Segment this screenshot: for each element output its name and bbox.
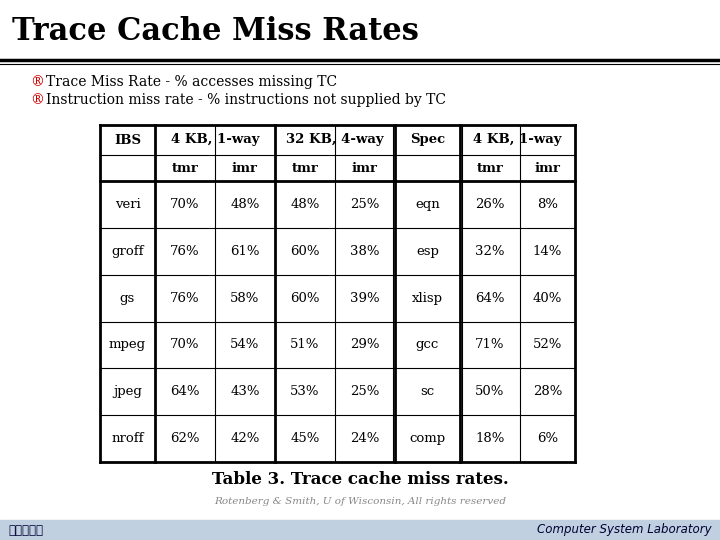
Text: 40%: 40% <box>533 292 562 305</box>
Text: 6%: 6% <box>537 432 558 445</box>
Text: 43%: 43% <box>230 385 260 399</box>
Text: eqn: eqn <box>415 198 440 211</box>
Text: 25%: 25% <box>351 198 379 211</box>
Text: 14%: 14% <box>533 245 562 258</box>
Text: Instruction miss rate - % instructions not supplied by TC: Instruction miss rate - % instructions n… <box>46 93 446 107</box>
Text: 64%: 64% <box>170 385 199 399</box>
Text: 52%: 52% <box>533 339 562 352</box>
Text: veri: veri <box>114 198 140 211</box>
Text: 54%: 54% <box>230 339 260 352</box>
Text: 26%: 26% <box>475 198 505 211</box>
Text: Trace Miss Rate - % accesses missing TC: Trace Miss Rate - % accesses missing TC <box>46 75 337 89</box>
Text: 60%: 60% <box>290 245 320 258</box>
Text: tmr: tmr <box>477 161 503 174</box>
Text: 25%: 25% <box>351 385 379 399</box>
Text: 70%: 70% <box>170 339 199 352</box>
Text: 4 KB, 1-way: 4 KB, 1-way <box>171 133 259 146</box>
Text: xlisp: xlisp <box>412 292 443 305</box>
Text: groff: groff <box>112 245 144 258</box>
Text: 76%: 76% <box>170 292 200 305</box>
Text: 71%: 71% <box>475 339 505 352</box>
Text: gs: gs <box>120 292 135 305</box>
Text: mpeg: mpeg <box>109 339 146 352</box>
Text: imr: imr <box>232 161 258 174</box>
Text: 61%: 61% <box>230 245 260 258</box>
Text: 4 KB, 1-way: 4 KB, 1-way <box>473 133 562 146</box>
Text: 38%: 38% <box>350 245 379 258</box>
Text: 39%: 39% <box>350 292 380 305</box>
Text: esp: esp <box>416 245 439 258</box>
Text: Spec: Spec <box>410 133 445 146</box>
Text: 32%: 32% <box>475 245 505 258</box>
Text: 高麗大學校: 高麗大學校 <box>8 523 43 537</box>
Text: 24%: 24% <box>351 432 379 445</box>
Text: 51%: 51% <box>290 339 320 352</box>
Text: Table 3. Trace cache miss rates.: Table 3. Trace cache miss rates. <box>212 471 508 489</box>
Text: 42%: 42% <box>230 432 260 445</box>
Text: gcc: gcc <box>416 339 439 352</box>
Text: IBS: IBS <box>114 133 141 146</box>
Text: 8%: 8% <box>537 198 558 211</box>
Text: sc: sc <box>420 385 435 399</box>
Text: 62%: 62% <box>170 432 199 445</box>
Text: 53%: 53% <box>290 385 320 399</box>
Text: nroff: nroff <box>112 432 144 445</box>
Bar <box>0 520 720 540</box>
Text: ®: ® <box>30 75 44 89</box>
Text: 28%: 28% <box>533 385 562 399</box>
Text: 45%: 45% <box>290 432 320 445</box>
Text: 60%: 60% <box>290 292 320 305</box>
Text: 70%: 70% <box>170 198 199 211</box>
Text: 18%: 18% <box>475 432 505 445</box>
Text: 76%: 76% <box>170 245 200 258</box>
Text: Computer System Laboratory: Computer System Laboratory <box>537 523 712 537</box>
Text: Trace Cache Miss Rates: Trace Cache Miss Rates <box>12 17 419 48</box>
Text: 48%: 48% <box>230 198 260 211</box>
Text: comp: comp <box>410 432 446 445</box>
Text: 50%: 50% <box>475 385 505 399</box>
Text: imr: imr <box>352 161 378 174</box>
Text: tmr: tmr <box>292 161 318 174</box>
Text: tmr: tmr <box>171 161 199 174</box>
Text: imr: imr <box>534 161 560 174</box>
Text: 58%: 58% <box>230 292 260 305</box>
Text: ®: ® <box>30 93 44 107</box>
Text: 64%: 64% <box>475 292 505 305</box>
Text: 29%: 29% <box>350 339 379 352</box>
Text: Rotenberg & Smith, U of Wisconsin, All rights reserved: Rotenberg & Smith, U of Wisconsin, All r… <box>214 497 506 507</box>
Text: jpeg: jpeg <box>113 385 142 399</box>
Text: 32 KB, 4-way: 32 KB, 4-way <box>286 133 384 146</box>
Text: 48%: 48% <box>290 198 320 211</box>
